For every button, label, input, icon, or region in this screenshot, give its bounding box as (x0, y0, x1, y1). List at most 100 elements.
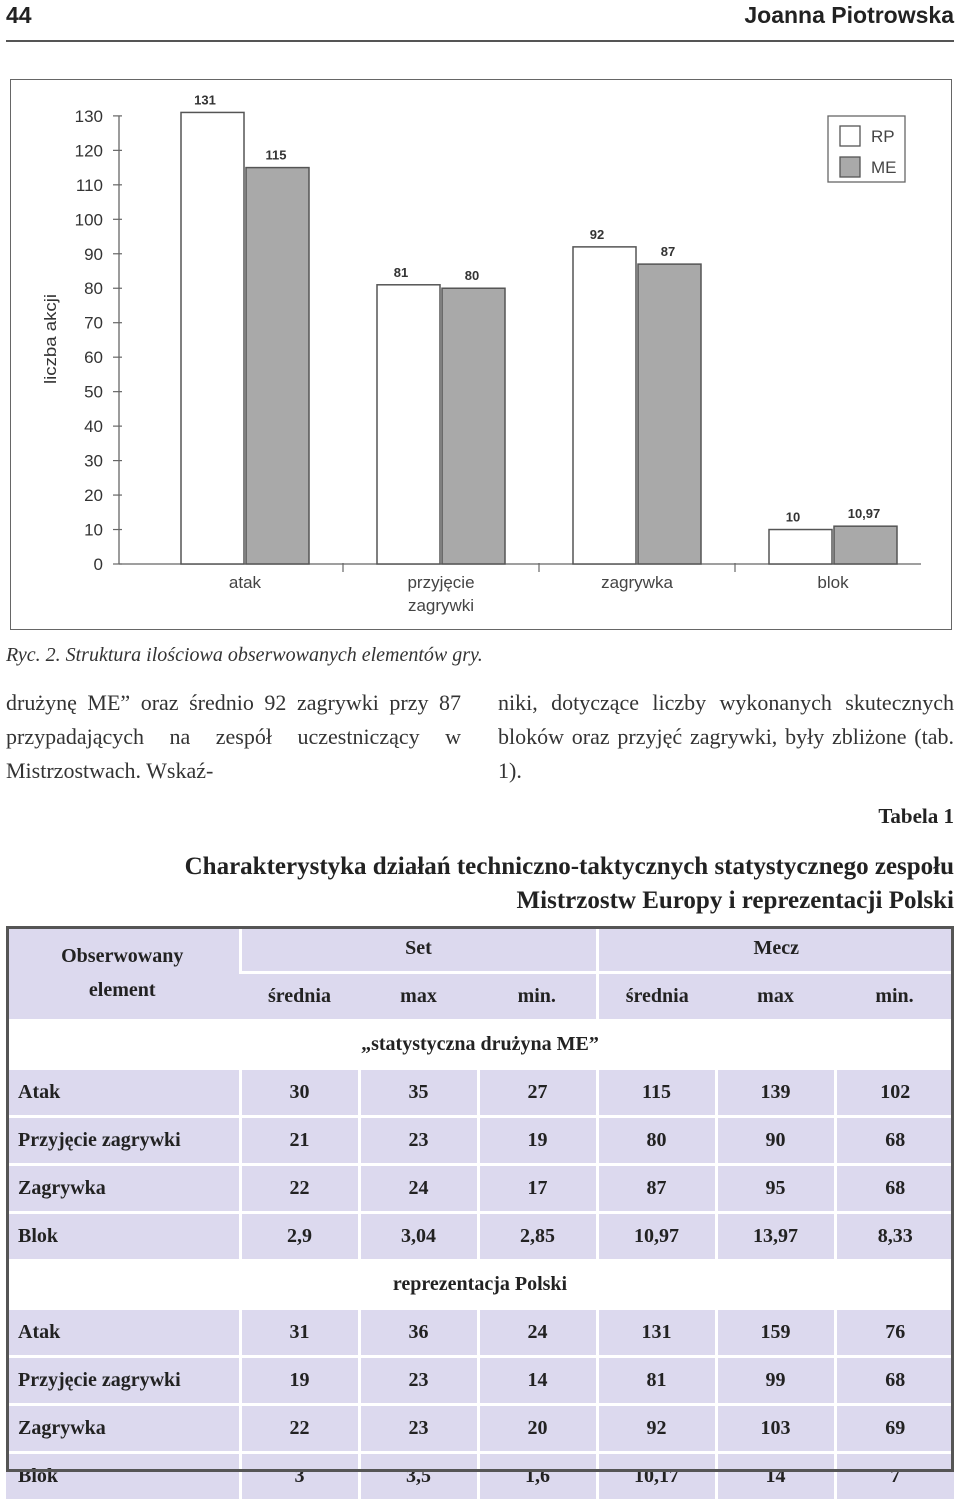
subheader-cell: średnia (240, 973, 359, 1021)
table-cell: 22 (240, 1165, 359, 1213)
subheader-cell: max (359, 973, 478, 1021)
bar-me (638, 264, 701, 564)
table-cell: 80 (597, 1117, 716, 1165)
bar-value-label: 115 (266, 148, 287, 163)
y-tick-label: 50 (84, 383, 103, 402)
table-cell: 24 (478, 1309, 597, 1357)
table-cell: 115 (597, 1069, 716, 1117)
table-cell: 159 (716, 1309, 835, 1357)
table-cell: 68 (835, 1117, 954, 1165)
table-cell: 7 (835, 1453, 954, 1499)
table-cell: 10,17 (597, 1453, 716, 1499)
table-cell: 92 (597, 1405, 716, 1453)
table-cell: 19 (478, 1117, 597, 1165)
row-label: Zagrywka (6, 1405, 240, 1453)
table-title-line-2: Mistrzostw Europy i reprezentacji Polski (70, 884, 954, 918)
section-label: reprezentacja Polski (6, 1261, 954, 1309)
table-cell: 87 (597, 1165, 716, 1213)
table-cell: 90 (716, 1117, 835, 1165)
table-cell: 17 (478, 1165, 597, 1213)
bar-value-label: 80 (465, 268, 479, 283)
y-tick-label: 40 (84, 417, 103, 436)
body-text-right: niki, dotyczące liczby wykonanych skutec… (498, 686, 954, 788)
table-cell: 35 (359, 1069, 478, 1117)
table-section-row: „statystyczna drużyna ME” (6, 1021, 954, 1069)
row-label: Atak (6, 1309, 240, 1357)
table-cell: 21 (240, 1117, 359, 1165)
y-tick-label: 130 (75, 107, 103, 126)
table-cell: 103 (716, 1405, 835, 1453)
page-author: Joanna Piotrowska (744, 2, 954, 29)
bar-value-label: 81 (394, 265, 408, 280)
table-cell: 76 (835, 1309, 954, 1357)
table-cell: 20 (478, 1405, 597, 1453)
table-cell: 81 (597, 1357, 716, 1405)
row-label: Atak (6, 1069, 240, 1117)
table-cell: 22 (240, 1405, 359, 1453)
x-category-label: zagrywki (408, 596, 474, 615)
bar-value-label: 10 (786, 510, 800, 525)
y-tick-label: 100 (75, 210, 103, 229)
table-cell: 139 (716, 1069, 835, 1117)
table-cell: 24 (359, 1165, 478, 1213)
table-cell: 1,6 (478, 1453, 597, 1499)
x-category-label: atak (229, 573, 262, 592)
table-cell: 3,04 (359, 1213, 478, 1261)
bar-value-label: 92 (590, 227, 604, 242)
body-text-left: drużynę ME” oraz średnio 92 zagrywki prz… (6, 686, 461, 788)
page-number: 44 (6, 2, 32, 29)
y-tick-label: 20 (84, 486, 103, 505)
table-section-row: reprezentacja Polski (6, 1261, 954, 1309)
table-title-line-1: Charakterystyka działań techniczno-takty… (70, 850, 954, 884)
table-cell: 13,97 (716, 1213, 835, 1261)
row-label: Blok (6, 1213, 240, 1261)
subheader-cell: min. (478, 973, 597, 1021)
table-cell: 23 (359, 1357, 478, 1405)
section-label: „statystyczna drużyna ME” (6, 1021, 954, 1069)
table-cell: 36 (359, 1309, 478, 1357)
y-tick-label: 110 (76, 176, 103, 195)
header-element: Obserwowany element (6, 926, 240, 1021)
y-tick-label: 120 (75, 141, 103, 160)
table-cell: 68 (835, 1165, 954, 1213)
header-set: Set (240, 926, 597, 973)
table-cell: 2,9 (240, 1213, 359, 1261)
legend-label: ME (871, 158, 897, 177)
bar-rp (573, 247, 636, 564)
bar-rp (377, 285, 440, 564)
y-axis-label: liczba akcji (41, 294, 60, 384)
row-label: Przyjęcie zagrywki (6, 1117, 240, 1165)
bar-me (834, 526, 897, 564)
bar-value-label: 10,97 (848, 506, 881, 521)
legend-swatch-me (840, 157, 860, 177)
table-cell: 3 (240, 1453, 359, 1499)
table-cell: 14 (716, 1453, 835, 1499)
y-tick-label: 10 (84, 521, 103, 540)
header-rule (6, 40, 954, 42)
table-title: Charakterystyka działań techniczno-takty… (70, 850, 954, 918)
legend-label: RP (871, 127, 895, 146)
table-cell: 8,33 (835, 1213, 954, 1261)
subheader-cell: max (716, 973, 835, 1021)
table-cell: 23 (359, 1117, 478, 1165)
header-match: Mecz (597, 926, 954, 973)
bar-value-label: 87 (661, 244, 675, 259)
table-cell: 23 (359, 1405, 478, 1453)
table-cell: 69 (835, 1405, 954, 1453)
bar-me (246, 168, 309, 564)
y-tick-label: 80 (84, 279, 103, 298)
table-cell: 10,97 (597, 1213, 716, 1261)
row-label: Przyjęcie zagrywki (6, 1357, 240, 1405)
x-category-label: blok (817, 573, 849, 592)
subheader-cell: średnia (597, 973, 716, 1021)
table-cell: 19 (240, 1357, 359, 1405)
